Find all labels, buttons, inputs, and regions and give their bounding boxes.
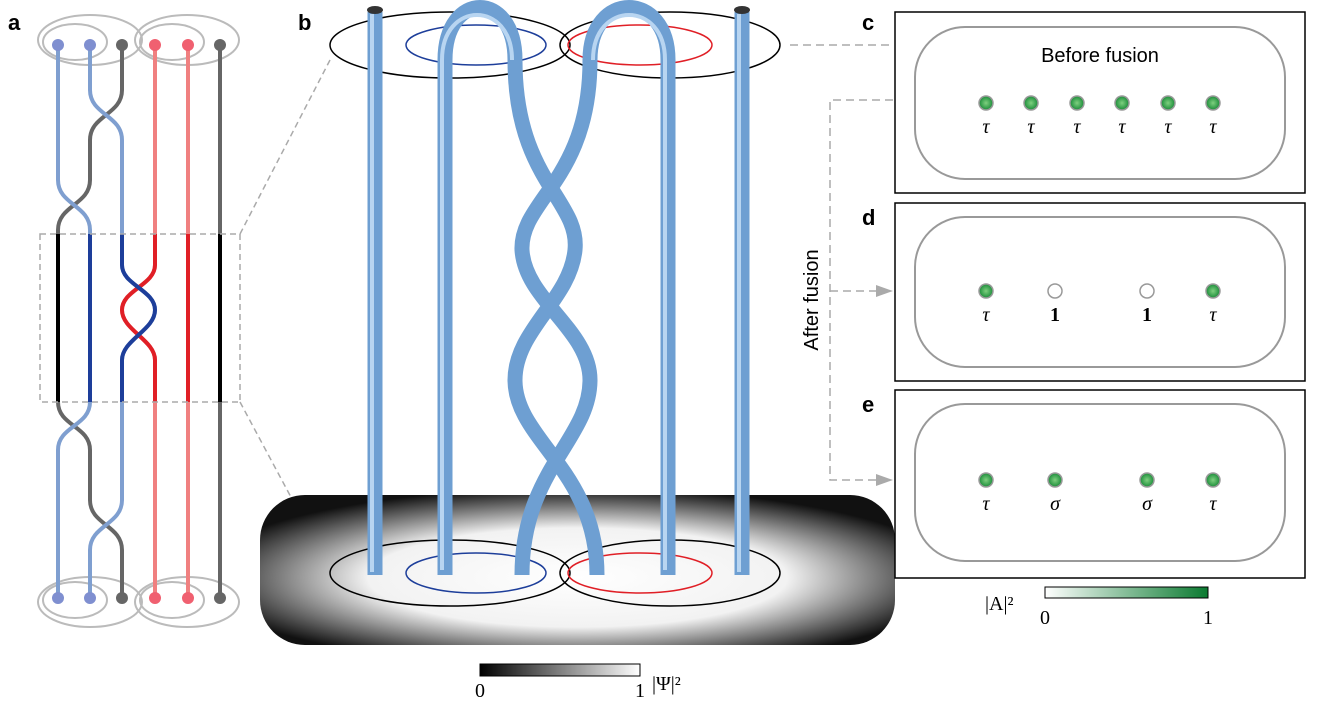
anyon	[1206, 473, 1220, 487]
colorbar-max: 1	[635, 680, 645, 702]
anyon	[1048, 473, 1062, 487]
colorbar-max: 1	[1203, 607, 1213, 629]
anyon-label: τ	[1209, 116, 1217, 138]
anyon-label: 1	[1142, 304, 1152, 326]
panel-label: a	[8, 10, 21, 35]
anyon	[979, 284, 993, 298]
anyon	[1140, 284, 1154, 298]
panel-label: e	[862, 392, 874, 417]
after-fusion-label: After fusion	[801, 249, 823, 350]
colorbar-label: |Ψ|²	[652, 673, 681, 695]
page: a b	[0, 0, 1324, 707]
anyon	[979, 96, 993, 110]
anyon-label: τ	[1209, 493, 1217, 515]
anyon	[1161, 96, 1175, 110]
figure: a b	[0, 0, 1324, 707]
anyon-label: τ	[1118, 116, 1126, 138]
anyon-label: σ	[1142, 493, 1153, 515]
anyon	[979, 473, 993, 487]
anyon-label: τ	[982, 116, 990, 138]
anyon	[1140, 473, 1154, 487]
panel-b: b 0 1 |Ψ|²	[260, 6, 895, 702]
anyon-label: τ	[982, 493, 990, 515]
anyon-label: τ	[1027, 116, 1035, 138]
anyon	[1048, 284, 1062, 298]
anyon	[1070, 96, 1084, 110]
colorbar-min: 0	[475, 680, 485, 702]
panel-label: d	[862, 205, 875, 230]
anyon	[1024, 96, 1038, 110]
panel-title: Before fusion	[1041, 45, 1159, 67]
colorbar-min: 0	[1040, 607, 1050, 629]
anyon-label: τ	[1073, 116, 1081, 138]
anyon-label: τ	[982, 304, 990, 326]
anyon-label: τ	[1164, 116, 1172, 138]
anyon	[1206, 96, 1220, 110]
anyon	[1206, 284, 1220, 298]
anyon-label: τ	[1209, 304, 1217, 326]
panel-label: b	[298, 10, 311, 35]
anyon	[1115, 96, 1129, 110]
anyon-label: σ	[1050, 493, 1061, 515]
panel-label: c	[862, 10, 874, 35]
anyon-label: 1	[1050, 304, 1060, 326]
colorbar-label: |A|²	[985, 593, 1013, 615]
